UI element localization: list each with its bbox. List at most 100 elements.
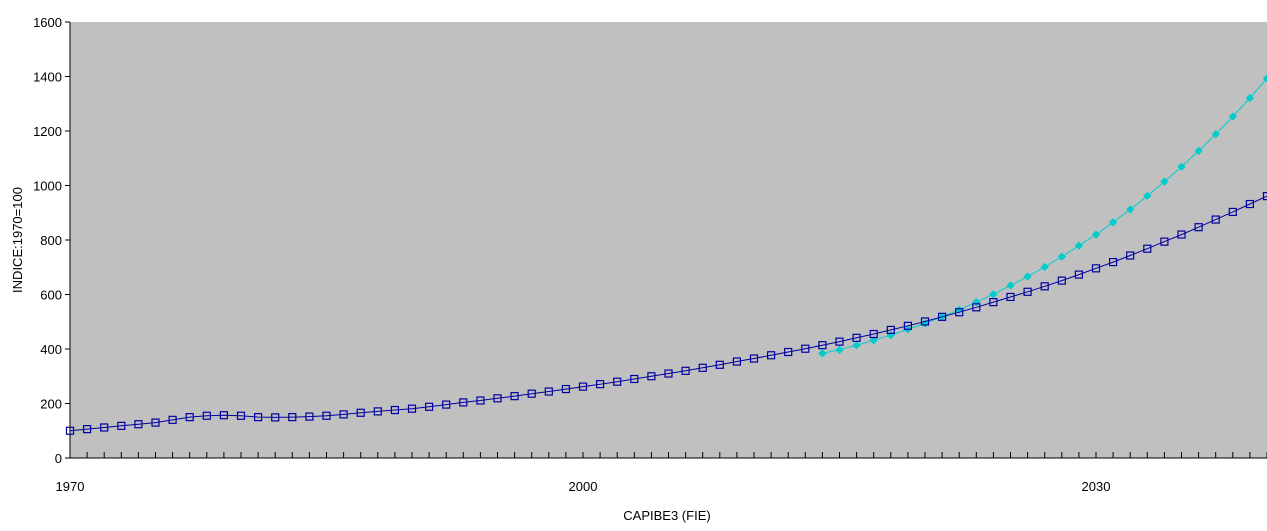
series-1-point (989, 290, 998, 299)
series-1-point (1074, 241, 1084, 250)
series-2-line (69, 195, 1267, 432)
series-2-point (202, 411, 211, 420)
x-axis-ticks: 1970 2000 2030 (56, 479, 1111, 494)
series-2-point (989, 298, 998, 307)
series-1-point (1211, 130, 1220, 139)
series-2-point (305, 412, 314, 421)
series-2-point (254, 413, 263, 422)
series-1-point (1143, 191, 1152, 201)
series-2-point (886, 325, 895, 335)
x-tick-label: 2030 (1082, 479, 1111, 494)
series-2-point (510, 392, 519, 401)
series-2-point (715, 360, 724, 369)
series-layer (65, 74, 1267, 435)
series-2-point (630, 374, 639, 384)
series-2-point (1023, 287, 1032, 296)
series-2-point (920, 317, 930, 326)
series-2-point (219, 411, 228, 420)
series-2-point (1262, 192, 1267, 201)
series-1-point (852, 341, 861, 350)
series-2-point (972, 303, 981, 312)
series-2-point (425, 402, 434, 411)
series-2-point (236, 411, 246, 420)
series-2-point (698, 363, 707, 372)
series-2-point (749, 354, 759, 363)
y-tick-label: 800 (40, 233, 62, 248)
series-1-point (1040, 262, 1049, 272)
series-2-point (1177, 230, 1186, 239)
series-2-point (784, 347, 793, 357)
series-2-point (1143, 244, 1152, 253)
series-1-point (835, 345, 844, 354)
series-2-point (664, 369, 673, 378)
series-2-point (407, 404, 417, 413)
series-2-point (288, 413, 297, 422)
y-axis-ticks: 0 200 400 600 800 1000 1200 1400 1600 (33, 15, 70, 466)
series-2-point (1057, 276, 1066, 285)
series-2-point (801, 344, 810, 353)
y-tick-label: 1600 (33, 15, 62, 30)
series-2-point (459, 398, 468, 407)
series-2-point (339, 410, 348, 419)
series-2-point (835, 337, 844, 346)
series-2-point (100, 423, 109, 432)
series-1-point (1108, 218, 1118, 227)
series-1-point (1262, 74, 1267, 83)
x-minor-ticks (69, 452, 1267, 458)
series-2-point (818, 341, 827, 350)
series-2-point (271, 413, 280, 422)
series-1-point (1160, 177, 1169, 186)
series-1-point (1091, 230, 1101, 239)
series-2-point (937, 312, 947, 321)
series-2-point (1211, 215, 1220, 224)
y-tick-label: 0 (55, 451, 62, 466)
series-1-point (818, 349, 827, 358)
y-tick-label: 600 (40, 288, 62, 303)
series-2-point (903, 321, 913, 330)
y-tick-label: 1400 (33, 70, 62, 85)
plot-area (70, 22, 1267, 458)
series-2-point (613, 377, 622, 386)
series-2-point (322, 411, 331, 420)
x-axis-title: CAPIBE3 (FIE) (623, 508, 710, 523)
series-2-point (955, 308, 964, 317)
series-2-point (527, 389, 536, 398)
y-tick-label: 200 (40, 397, 62, 412)
y-tick-label: 400 (40, 342, 62, 357)
series-2-point (390, 405, 399, 415)
series-2-point (681, 366, 690, 375)
series-2-point (647, 372, 656, 381)
series-1-point (1177, 162, 1186, 171)
series-2-point (65, 426, 75, 435)
series-1-point (1245, 93, 1255, 103)
series-1-point (1023, 272, 1032, 281)
series-2-point (493, 394, 502, 403)
series-2-point (1194, 223, 1203, 232)
series-2-point (442, 400, 451, 409)
series-2-point (356, 408, 365, 417)
series-2-point (1006, 292, 1015, 302)
series-2-point (476, 396, 485, 405)
series-1-point (1126, 205, 1135, 214)
series-1-point (1194, 146, 1203, 156)
series-2-point (1160, 237, 1169, 246)
x-tick-label: 1970 (56, 479, 85, 494)
series-2-point (732, 357, 742, 366)
series-1-point (1228, 112, 1237, 121)
series-1-point (1006, 281, 1015, 290)
series-2-point (595, 380, 605, 389)
series-2-point (561, 384, 571, 394)
series-2-point (1091, 264, 1101, 273)
series-1-point (1057, 252, 1066, 261)
x-tick-label: 2000 (569, 479, 598, 494)
series-2-point (373, 407, 382, 416)
series-1-point (869, 336, 878, 345)
series-2-point (1108, 257, 1118, 267)
series-2-point (852, 333, 861, 342)
series-2-point (578, 382, 588, 391)
series-2-point (151, 418, 160, 427)
series-2-point (1245, 199, 1255, 209)
series-2-point (1228, 207, 1237, 217)
series-2-point (869, 329, 878, 339)
